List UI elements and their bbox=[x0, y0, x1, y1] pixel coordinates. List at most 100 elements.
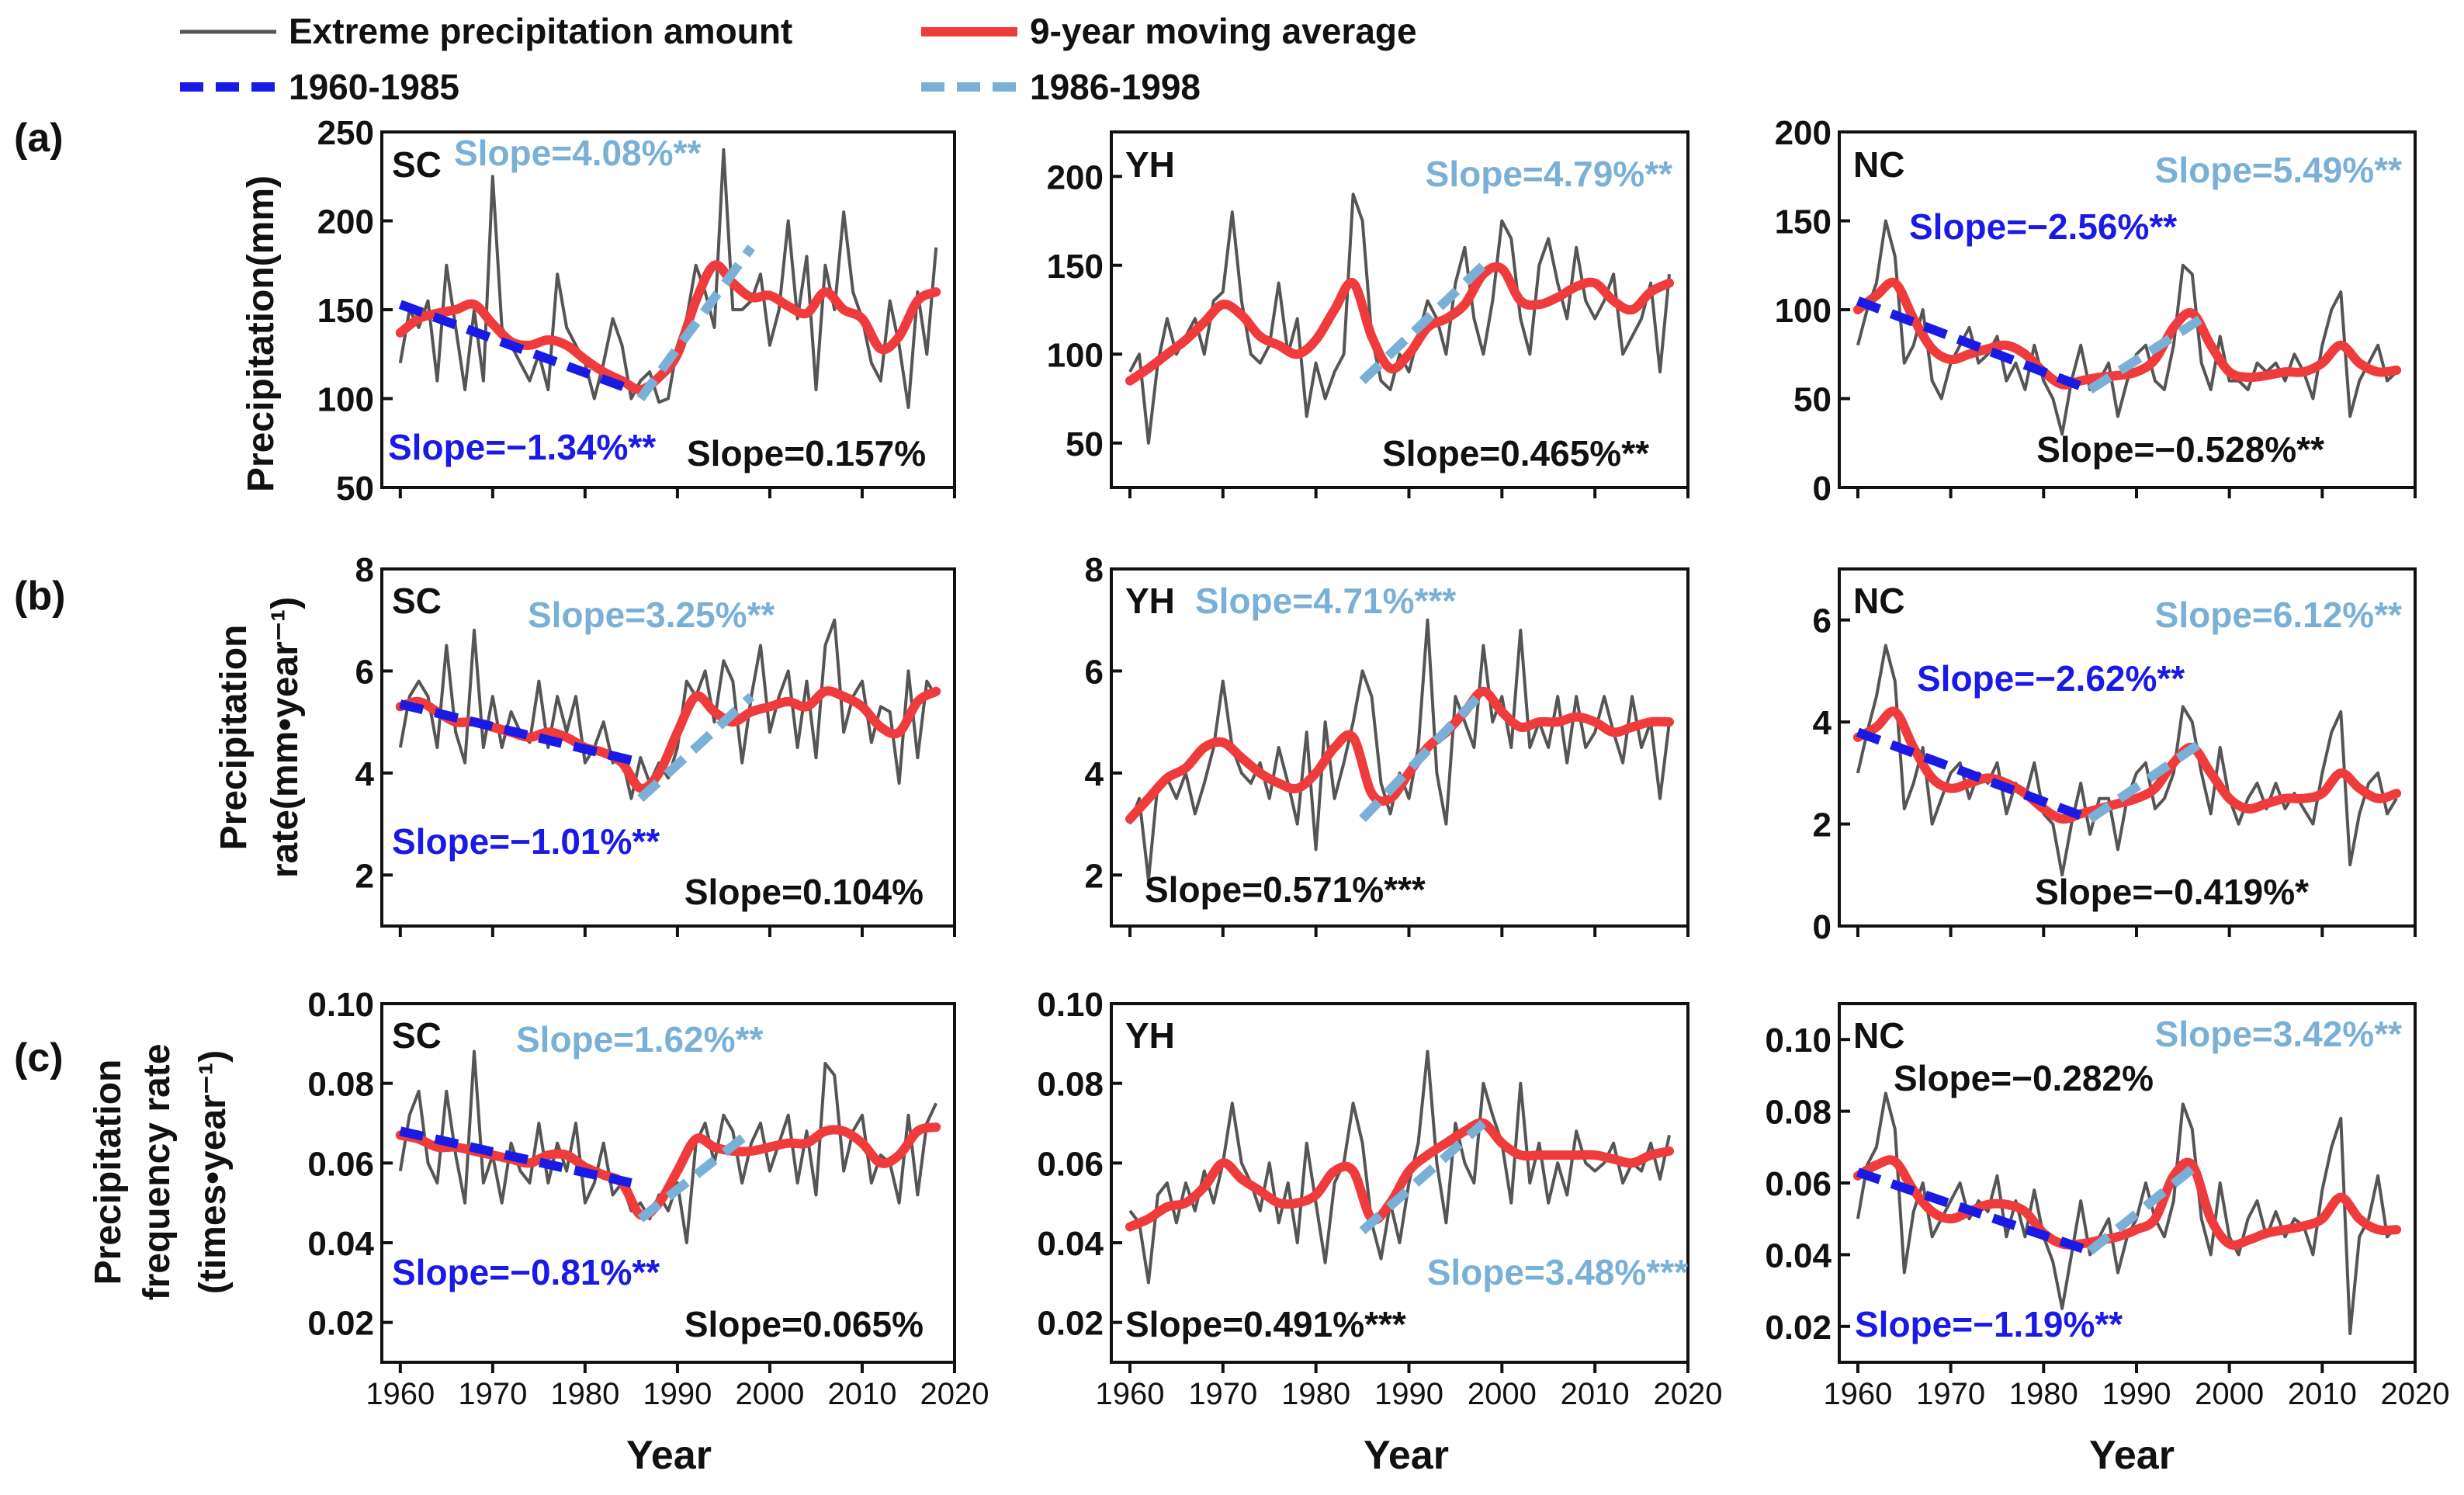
trend-1986-1998-sc-a bbox=[636, 245, 755, 402]
y-tick-label: 2 bbox=[355, 857, 374, 895]
x-tick-label: 1960 bbox=[366, 1377, 435, 1411]
plot-area-sc-b bbox=[395, 618, 941, 803]
slope-annotation: Slope=−0.81%** bbox=[392, 1252, 660, 1292]
trend-1960-1985-sc-a bbox=[398, 300, 633, 394]
y-tick-label: 4 bbox=[1813, 704, 1832, 742]
y-tick-label: 0.08 bbox=[307, 1066, 374, 1104]
panel-region-label: NC bbox=[1853, 581, 1904, 621]
panel-sc-c: 0.02 0.04 0.06 0.08 0.10 1960 1970 1980 1990 2000… bbox=[307, 986, 989, 1411]
trend-1960-1985-sc-c bbox=[399, 1126, 632, 1188]
x-tick-label: 2010 bbox=[2288, 1377, 2357, 1411]
raw-series-line-yh-a bbox=[1128, 193, 1671, 445]
panel-sc-a: 50 100 150 200 250 SC Slope=4.08%** Slope=−1.34… bbox=[317, 114, 956, 508]
panel-yh-c: 0.02 0.04 0.06 0.08 0.10 1960 1970 1980 1990 2000… bbox=[1037, 986, 1722, 1411]
slope-annotation: Slope=−0.282% bbox=[1894, 1058, 2154, 1098]
x-tick-label: 2010 bbox=[1561, 1377, 1630, 1411]
slope-annotation: Slope=0.571%*** bbox=[1145, 869, 1426, 910]
trend-1986-1998-sc-c bbox=[637, 1127, 754, 1223]
plot-area-sc-c bbox=[395, 1049, 941, 1244]
plot-area-yh-a bbox=[1125, 193, 1674, 445]
slope-annotation: Slope=4.71%*** bbox=[1195, 581, 1456, 621]
y-tick-label: 0.06 bbox=[1037, 1145, 1104, 1183]
slope-annotation: Slope=3.48%*** bbox=[1427, 1252, 1688, 1292]
slope-annotation: Slope=−1.19%** bbox=[1855, 1304, 2123, 1344]
x-tick-label: 1960 bbox=[1823, 1377, 1892, 1411]
y-tick-label: 4 bbox=[355, 755, 375, 793]
y-tick-label: 150 bbox=[1775, 203, 1832, 241]
legend-label-raw: Extreme precipitation amount bbox=[289, 11, 792, 51]
x-tick-label: 2020 bbox=[2381, 1377, 2450, 1411]
panel-nc-c: 0.02 0.04 0.06 0.08 0.10 1960 1970 1980 1990 2000… bbox=[1765, 1002, 2450, 1411]
x-tick-label: 1970 bbox=[1916, 1377, 1985, 1411]
x-tick-label: 1990 bbox=[1374, 1377, 1443, 1411]
moving-average-line-yh-b bbox=[1125, 686, 1674, 824]
slope-annotation: Slope=−0.419%* bbox=[2035, 872, 2309, 912]
xlabel-col-2: Year bbox=[1364, 1433, 1449, 1478]
y-axis-titles: Precipitation(mm) Precipitation rate(mm•… bbox=[88, 175, 306, 1300]
x-tick-label: 1990 bbox=[643, 1377, 712, 1411]
y-tick-label: 0.04 bbox=[1765, 1237, 1832, 1275]
row-label-c: (c) bbox=[14, 1035, 64, 1080]
y-tick-label: 8 bbox=[355, 551, 374, 589]
trend-1986-1998-yh-b bbox=[1359, 688, 1487, 823]
y-tick-label: 0.10 bbox=[307, 986, 374, 1024]
slope-annotation: Slope=1.62%** bbox=[516, 1019, 763, 1060]
moving-average-line-nc-c bbox=[1852, 1155, 2402, 1250]
trend-1986-1998-yh-a bbox=[1359, 262, 1487, 384]
x-tick-label: 2000 bbox=[735, 1377, 804, 1411]
y-tick-label: 200 bbox=[317, 203, 374, 241]
y-tick-label: 0.02 bbox=[307, 1305, 374, 1343]
x-tick-label: 1970 bbox=[1188, 1377, 1257, 1411]
ylabel-row-a-line-1: Precipitation(mm) bbox=[241, 175, 282, 492]
y-tick-label: 6 bbox=[355, 653, 374, 691]
x-tick-label: 1980 bbox=[550, 1377, 619, 1411]
ylabel-row-c-line-2: frequency rate bbox=[137, 1044, 178, 1301]
panel-region-label: YH bbox=[1125, 1015, 1175, 1056]
plot-frame-yh-c bbox=[1110, 1002, 1689, 1364]
trend-1986-1998-nc-b bbox=[2087, 738, 2205, 823]
x-tick-label: 2020 bbox=[920, 1377, 989, 1411]
panel-yh-a: 50 100 150 200 YH Slope=4.79%** Slope=0.465%** bbox=[1047, 130, 1689, 498]
legend-label-trend1: 1960-1985 bbox=[289, 67, 459, 107]
y-tick-label: 6 bbox=[1813, 602, 1832, 640]
slope-annotation: Slope=−1.01%** bbox=[392, 821, 660, 862]
raw-series-line-yh-c bbox=[1128, 1049, 1671, 1285]
slope-annotation: Slope=6.12%** bbox=[2155, 595, 2402, 635]
panel-region-label: YH bbox=[1125, 144, 1175, 185]
panel-nc-b: 0 2 4 6 NC Slope=6.12%** Slope=−2.62%** Slope=−… bbox=[1813, 567, 2417, 946]
y-tick-label: 0.02 bbox=[1765, 1309, 1832, 1347]
plot-area-yh-b bbox=[1125, 618, 1674, 882]
slope-annotation: Slope=0.465%** bbox=[1382, 433, 1649, 473]
y-tick-label: 0.08 bbox=[1765, 1094, 1832, 1132]
y-tick-label: 100 bbox=[1775, 292, 1832, 330]
row-label-b: (b) bbox=[14, 574, 65, 619]
trend-1986-1998-nc-c bbox=[2087, 1157, 2205, 1255]
y-tick-label: 0.02 bbox=[1037, 1305, 1104, 1343]
x-axis-titles: Year Year Year bbox=[626, 1433, 2175, 1478]
y-tick-label: 2 bbox=[1813, 806, 1832, 845]
slope-annotation: Slope=0.104% bbox=[684, 872, 924, 912]
plot-frame-yh-b bbox=[1110, 567, 1689, 928]
y-tick-label: 0.04 bbox=[307, 1225, 374, 1263]
ylabel-row-b-line-1: Precipitation bbox=[213, 625, 255, 851]
y-tick-label: 0.06 bbox=[307, 1145, 374, 1183]
panel-region-label: YH bbox=[1125, 581, 1175, 621]
y-tick-label: 0.08 bbox=[1037, 1066, 1104, 1104]
x-tick-label: 1980 bbox=[2009, 1377, 2078, 1411]
y-tick-label: 8 bbox=[1085, 551, 1104, 589]
panel-nc-a: 0 50 100 150 200 NC Slope=5.49%** Slope=−2.56%*… bbox=[1775, 114, 2417, 508]
trend-1960-1985-nc-b bbox=[1856, 727, 2092, 824]
x-tick-label: 1970 bbox=[458, 1377, 527, 1411]
raw-series-line-yh-b bbox=[1128, 618, 1671, 882]
plot-area-yh-c bbox=[1125, 1049, 1674, 1285]
x-tick-label: 2000 bbox=[1468, 1377, 1537, 1411]
y-tick-label: 50 bbox=[336, 470, 374, 508]
y-tick-label: 50 bbox=[1066, 425, 1104, 463]
slope-annotation: Slope=0.065% bbox=[684, 1304, 924, 1344]
legend-label-trend2: 1986-1998 bbox=[1030, 67, 1201, 107]
plot-frame-yh-a bbox=[1110, 130, 1689, 489]
slope-annotation: Slope=5.49%** bbox=[2155, 150, 2402, 190]
y-tick-label: 0.10 bbox=[1037, 986, 1104, 1024]
